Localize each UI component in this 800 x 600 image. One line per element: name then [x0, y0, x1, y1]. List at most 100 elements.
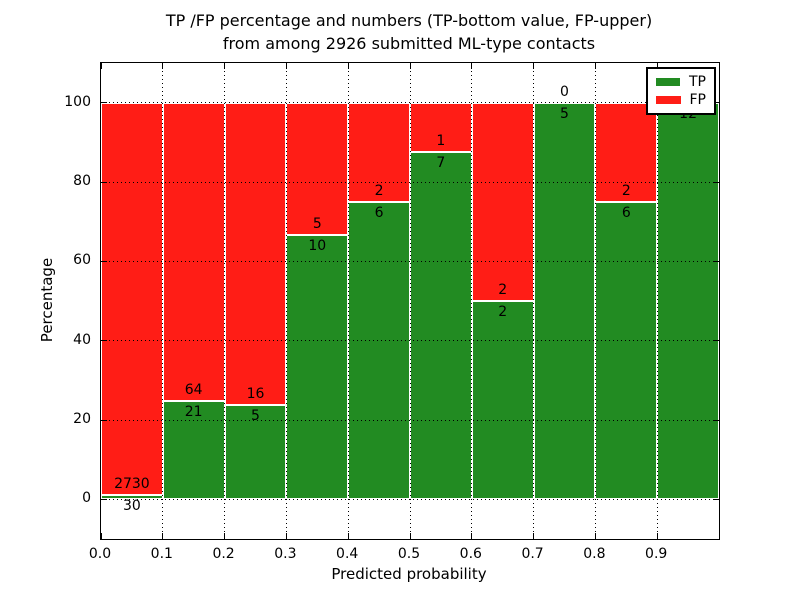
x-tick-mark [162, 533, 164, 539]
y-tick-mark [101, 498, 107, 500]
gridline-vertical [594, 63, 596, 539]
bar-fp-segment [348, 102, 410, 202]
chart-title: TP /FP percentage and numbers (TP-bottom… [100, 9, 718, 55]
y-tick-mark [713, 181, 719, 183]
bar-tp-segment [595, 201, 658, 500]
fp-count-label: 2 [498, 282, 508, 298]
legend-swatch-tp [656, 78, 680, 86]
bar-tp-segment [410, 152, 472, 500]
x-tick-mark [471, 63, 473, 69]
y-tick-label: 20 [73, 411, 91, 427]
x-tick-mark [347, 533, 349, 539]
y-tick-label: 0 [82, 490, 91, 507]
x-tick-label: 0.8 [583, 546, 606, 562]
y-tick-mark [713, 260, 719, 262]
fp-count-label: 1 [436, 133, 446, 150]
x-tick-label: 0.3 [274, 546, 297, 562]
x-tick-mark [285, 63, 287, 69]
x-tick-mark [471, 533, 473, 539]
bar-tp-segment [286, 234, 349, 500]
y-tick-mark [101, 181, 107, 183]
x-tick-mark [162, 63, 164, 69]
x-tick-mark [347, 63, 349, 69]
fp-count-label: 2 [621, 182, 631, 199]
tp-count-label: 2 [498, 304, 508, 320]
x-tick-mark [409, 63, 411, 69]
x-tick-label: 0.9 [645, 546, 668, 562]
bar-fp-segment [224, 102, 287, 405]
tp-count-label: 5 [560, 105, 569, 122]
y-tick-label: 100 [64, 93, 91, 110]
y-tick-mark [101, 419, 107, 421]
tp-count-label: 6 [374, 204, 384, 221]
x-tick-label: 0.6 [459, 546, 482, 562]
x-tick-mark [224, 533, 226, 539]
y-tick-mark [101, 260, 107, 262]
legend-swatch-fp [656, 96, 681, 104]
x-tick-label: 0.7 [521, 546, 544, 562]
bar-fp-segment [595, 102, 658, 202]
x-tick-mark [594, 63, 596, 69]
chart-title-line1: TP /FP percentage and numbers (TP-bottom… [165, 11, 653, 30]
gridline-vertical [656, 63, 658, 539]
tp-count-label: 21 [184, 404, 203, 421]
x-tick-mark [285, 533, 287, 539]
x-tick-mark [409, 533, 411, 539]
x-tick-mark [656, 533, 658, 539]
y-tick-label: 80 [73, 173, 91, 189]
y-tick-mark [713, 498, 719, 500]
tp-count-label: 30 [122, 498, 141, 515]
bar-tp-segment [533, 102, 596, 500]
y-tick-mark [713, 102, 719, 104]
tp-count-label: 7 [436, 155, 446, 172]
legend-label: FP [689, 92, 707, 108]
bar-tp-segment [657, 102, 719, 500]
y-tick-mark [101, 340, 107, 342]
gridline-vertical [224, 63, 226, 539]
x-tick-mark [656, 63, 658, 69]
y-tick-mark [713, 340, 719, 342]
tp-count-label: 6 [621, 204, 631, 221]
legend-entry-tp: TP [656, 75, 706, 89]
plot-area: 27303064211655102617220526012TPFP [100, 62, 720, 540]
bar-fp-segment [471, 102, 534, 301]
x-axis-label: Predicted probability [331, 565, 487, 583]
gridline-vertical [471, 63, 473, 539]
fp-count-label: 64 [184, 382, 203, 399]
x-tick-label: 0.1 [150, 546, 173, 562]
fp-count-label: 0 [560, 83, 569, 100]
bar-fp-segment [162, 102, 225, 402]
x-tick-label: 0.4 [336, 546, 359, 562]
y-tick-mark [713, 419, 719, 421]
fp-count-label: 5 [312, 215, 322, 232]
legend-entry-fp: FP [656, 93, 706, 107]
bar-fp-segment [101, 102, 163, 495]
y-tick-label: 40 [73, 331, 91, 348]
x-tick-mark [100, 533, 102, 539]
x-tick-mark [594, 533, 596, 539]
fp-count-label: 2730 [114, 476, 150, 493]
x-tick-label: 0.2 [212, 546, 235, 562]
y-tick-label: 60 [73, 252, 91, 269]
fp-count-label: 2 [374, 182, 384, 199]
legend: TP FP [646, 67, 716, 115]
bar-tp-segment [471, 301, 534, 500]
gridline-vertical [533, 63, 535, 539]
gridline-vertical [285, 63, 287, 539]
tp-count-label: 10 [308, 237, 327, 254]
legend-label: TP [689, 74, 706, 90]
fp-count-label: 16 [246, 385, 265, 402]
gridline-vertical [347, 63, 349, 539]
tp-count-label: 5 [251, 407, 260, 424]
x-tick-mark [224, 63, 226, 69]
gridline-vertical [409, 63, 411, 539]
gridline-vertical [162, 63, 164, 539]
bar-tp-segment [348, 201, 410, 500]
y-axis-label: Percentage [38, 257, 56, 343]
y-tick-mark [101, 102, 107, 104]
x-tick-mark [533, 533, 535, 539]
x-tick-mark [533, 63, 535, 69]
x-tick-label: 0.0 [88, 546, 112, 562]
x-tick-mark [100, 63, 102, 69]
